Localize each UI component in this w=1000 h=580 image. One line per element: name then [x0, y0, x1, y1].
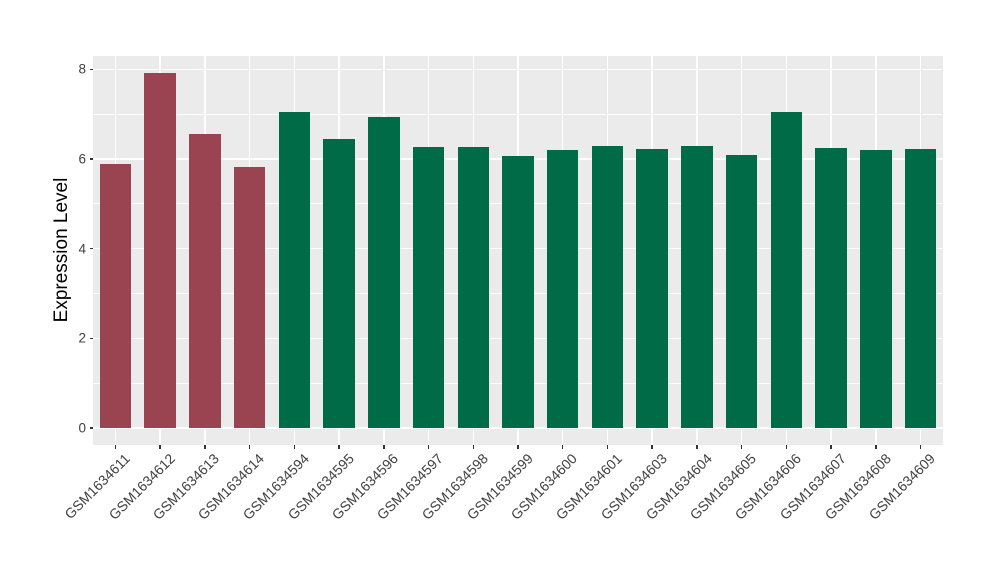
y-tick-label: 4: [78, 240, 86, 256]
plot-panel: [93, 56, 943, 445]
x-tick-mark: [785, 445, 788, 449]
bar-GSM1634611: [99, 164, 132, 428]
x-tick-mark: [875, 445, 877, 449]
bar-GSM1634596: [368, 116, 400, 428]
bar-GSM1634608: [860, 149, 892, 428]
x-tick-mark: [383, 445, 385, 449]
x-tick-mark: [427, 445, 430, 449]
bar-GSM1634600: [546, 149, 579, 428]
x-tick-mark: [651, 445, 653, 449]
y-tick-mark: [89, 68, 93, 71]
bar-GSM1634597: [412, 147, 445, 428]
y-tick-label: 8: [78, 61, 86, 77]
bar-GSM1634601: [591, 146, 624, 428]
bar-GSM1634605: [725, 154, 758, 428]
bar-GSM1634609: [904, 149, 937, 428]
y-tick-label: 0: [78, 420, 86, 436]
y-tick-mark: [89, 427, 93, 429]
bar-GSM1634613: [189, 134, 221, 428]
x-tick-mark: [830, 445, 832, 449]
x-tick-mark: [472, 445, 474, 449]
y-tick-label: 6: [78, 151, 86, 167]
y-tick-mark: [89, 337, 93, 340]
x-tick-mark: [517, 445, 519, 449]
x-tick-mark: [740, 445, 743, 449]
x-tick-mark: [293, 445, 296, 449]
y-tick-label: 2: [78, 330, 86, 346]
x-tick-mark: [204, 445, 206, 449]
bar-GSM1634598: [457, 147, 489, 428]
bar-GSM1634612: [144, 73, 176, 428]
x-tick-mark: [248, 445, 251, 449]
bar-GSM1634594: [278, 111, 311, 428]
bar-GSM1634607: [815, 147, 847, 428]
x-tick-mark: [159, 445, 161, 449]
y-tick-mark: [89, 158, 93, 160]
bar-GSM1634606: [770, 111, 803, 428]
bar-GSM1634614: [233, 167, 266, 428]
x-tick-mark: [606, 445, 609, 449]
bar-GSM1634603: [636, 149, 668, 428]
x-tick-mark: [561, 445, 564, 449]
bar-GSM1634599: [502, 156, 534, 428]
y-tick-mark: [89, 247, 93, 250]
x-tick-mark: [338, 445, 340, 449]
x-tick-mark: [919, 445, 922, 449]
x-tick-mark: [696, 445, 698, 449]
x-tick-mark: [114, 445, 117, 449]
bar-GSM1634595: [323, 139, 355, 428]
bar-GSM1634604: [681, 146, 713, 428]
